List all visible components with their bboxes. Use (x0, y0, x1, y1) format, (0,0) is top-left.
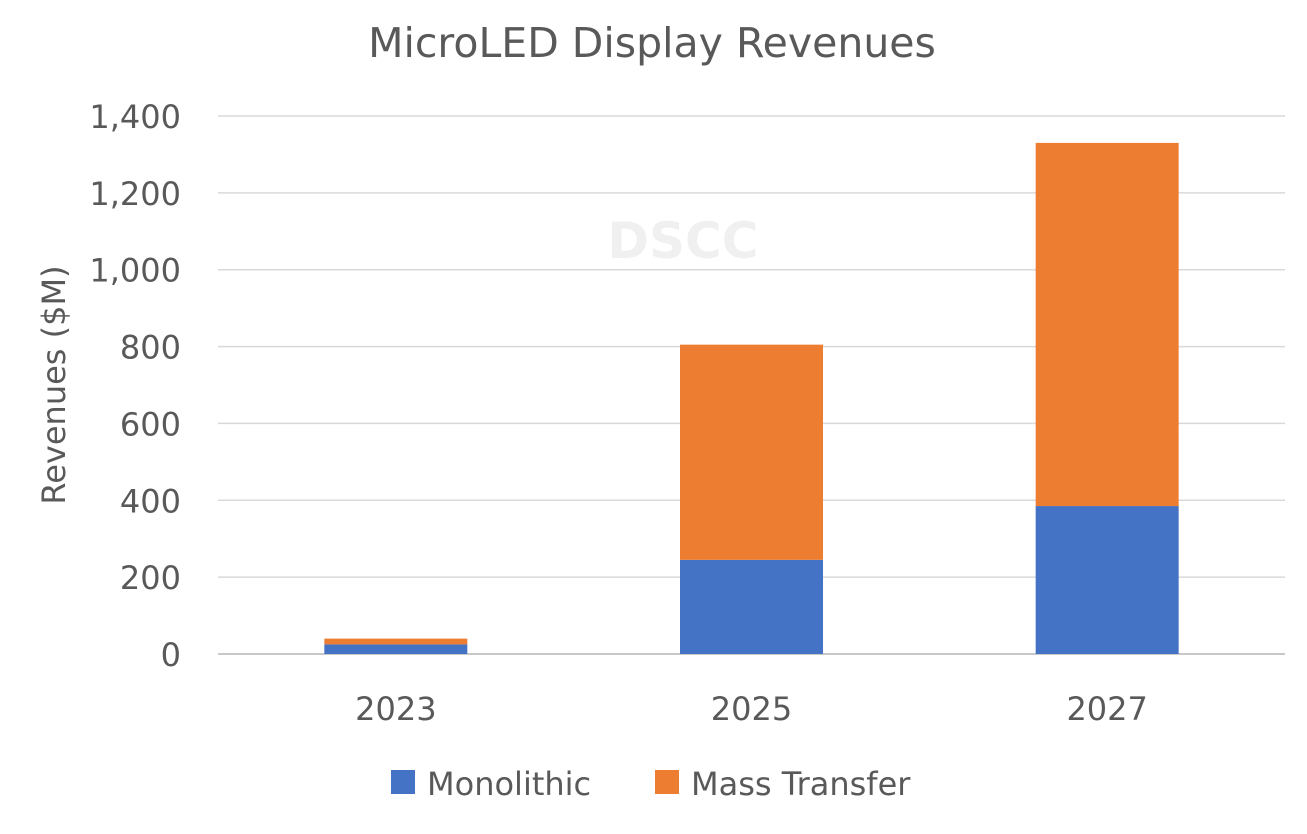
bars (324, 142, 1179, 654)
legend-swatch-monolithic (391, 770, 415, 794)
x-tick-label: 2023 (355, 690, 436, 728)
chart-title: MicroLED Display Revenues (368, 19, 936, 67)
y-axis-label: Revenues ($M) (35, 265, 73, 504)
y-tick-label: 1,400 (89, 98, 181, 136)
bar-monolithic-2027 (1035, 506, 1179, 654)
bar-mass-transfer-2025 (680, 344, 823, 560)
x-tick-label: 2027 (1066, 690, 1147, 728)
legend-swatch-mass-transfer (655, 770, 679, 794)
x-tick-labels: 2023 2025 2027 (355, 690, 1148, 728)
y-tick-label: 200 (120, 559, 181, 597)
legend-label: Monolithic (427, 765, 591, 803)
y-tick-label: 600 (120, 405, 181, 443)
x-tick-label: 2025 (711, 690, 792, 728)
bar-monolithic-2023 (324, 644, 468, 654)
legend: Monolithic Mass Transfer (391, 765, 911, 803)
y-tick-label: 0 (161, 636, 181, 674)
watermark: DSCC (608, 212, 759, 270)
legend-label: Mass Transfer (691, 765, 911, 803)
y-tick-label: 1,200 (89, 175, 181, 213)
bar-monolithic-2025 (680, 559, 823, 654)
y-tick-label: 800 (120, 329, 181, 367)
y-tick-labels: 0 200 400 600 800 1,000 1,200 1,400 (89, 98, 181, 674)
bar-mass-transfer-2023 (324, 638, 468, 645)
y-tick-label: 400 (120, 482, 181, 520)
bar-mass-transfer-2027 (1035, 142, 1179, 507)
y-tick-label: 1,000 (89, 252, 181, 290)
